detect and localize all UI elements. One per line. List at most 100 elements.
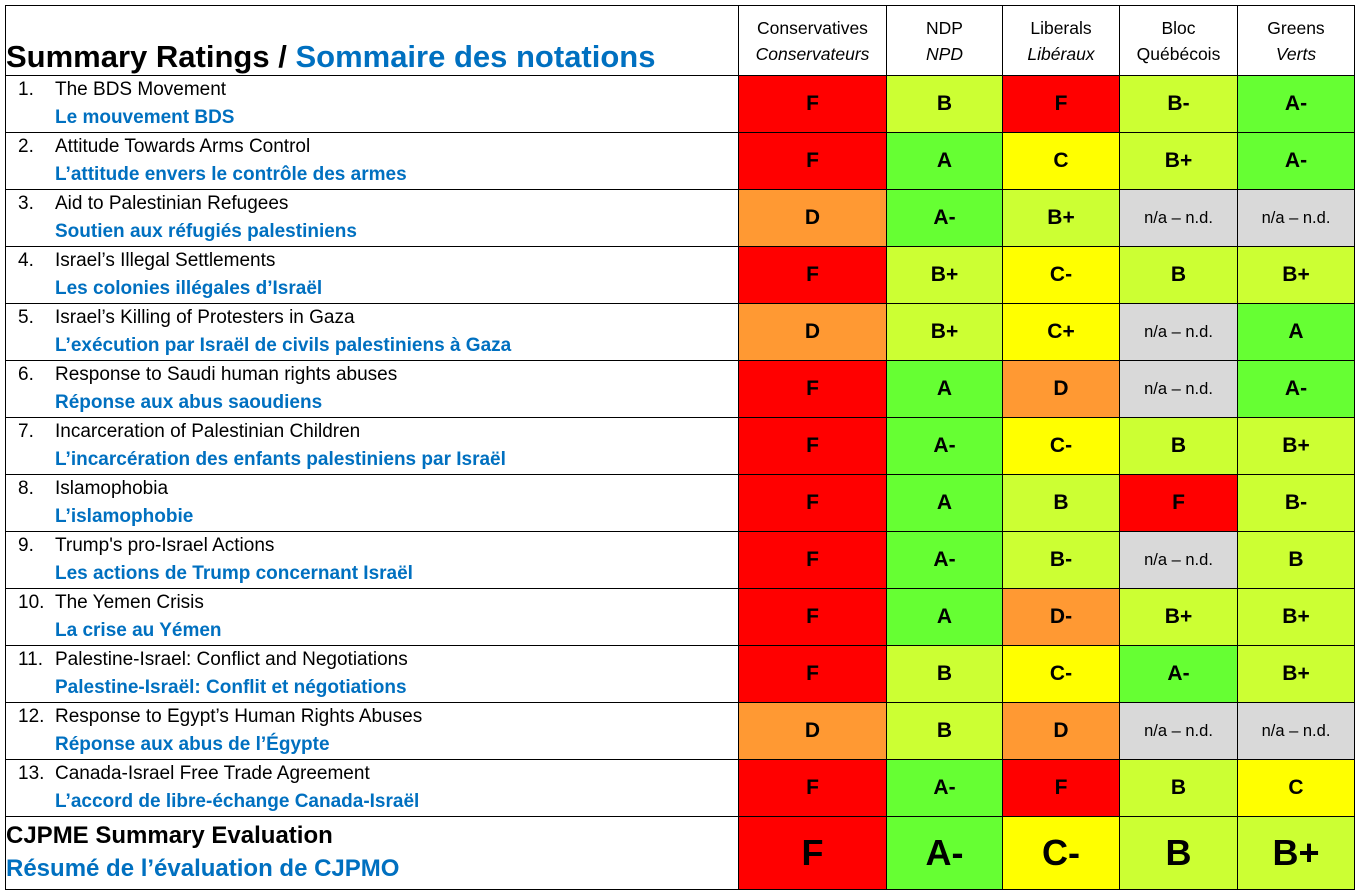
party-name-english: Conservatives bbox=[757, 17, 868, 38]
grade-cell-ndp: A- bbox=[886, 417, 1003, 475]
topic-number: 11. bbox=[18, 649, 44, 670]
summary-grade-conservatives: F bbox=[738, 816, 887, 890]
grade-cell-liberals: C- bbox=[1002, 645, 1120, 703]
topic-english: Canada-Israel Free Trade Agreement bbox=[55, 763, 370, 784]
party-name-french: Québécois bbox=[1136, 43, 1221, 64]
grade-cell-ndp: A- bbox=[886, 189, 1003, 247]
grade-cell-bloc: n/a – n.d. bbox=[1119, 360, 1238, 418]
topic-number: 3. bbox=[18, 193, 34, 214]
grade-cell-greens: B+ bbox=[1237, 246, 1355, 304]
topic-cell: 1. The BDS Movement Le mouvement BDS bbox=[5, 75, 739, 133]
grade-cell-ndp: A bbox=[886, 474, 1003, 532]
topic-english: Response to Egypt’s Human Rights Abuses bbox=[55, 706, 423, 727]
grade-cell-liberals: F bbox=[1002, 759, 1120, 817]
summary-grade-bloc: B bbox=[1119, 816, 1238, 890]
grade-cell-bloc: B bbox=[1119, 246, 1238, 304]
rating-row: 3. Aid to Palestinian Refugees Soutien aux… bbox=[5, 189, 1355, 247]
party-name-english: NDP bbox=[926, 17, 963, 38]
topic-cell: 9. Trump's pro-Israel Actions Les actions … bbox=[5, 531, 739, 589]
grade-cell-ndp: B bbox=[886, 75, 1003, 133]
topic-cell: 11. Palestine-Israel: Conflict and Negoti… bbox=[5, 645, 739, 703]
rating-row: 12. Response to Egypt’s Human Rights Abus… bbox=[5, 702, 1355, 760]
topic-number: 4. bbox=[18, 250, 34, 271]
grade-cell-ndp: B+ bbox=[886, 303, 1003, 361]
topic-cell: 7. Incarceration of Palestinian Children L… bbox=[5, 417, 739, 475]
grade-cell-greens: A- bbox=[1237, 75, 1355, 133]
topic-french: Soutien aux réfugiés palestiniens bbox=[55, 221, 357, 242]
topic-number: 6. bbox=[18, 364, 34, 385]
grade-cell-ndp: A bbox=[886, 588, 1003, 646]
party-name-french: Verts bbox=[1275, 43, 1317, 64]
topic-number: 8. bbox=[18, 478, 34, 499]
grade-cell-liberals: C- bbox=[1002, 246, 1120, 304]
grade-cell-bloc: n/a – n.d. bbox=[1119, 303, 1238, 361]
topic-french: L’islamophobie bbox=[55, 506, 194, 527]
rating-row: 6. Response to Saudi human rights abuses R… bbox=[5, 360, 1355, 418]
rating-row: 1. The BDS Movement Le mouvement BDS F B F B- A… bbox=[5, 75, 1355, 133]
topic-english: Israel’s Killing of Protesters in Gaza bbox=[55, 307, 355, 328]
table-title: Summary Ratings / Sommaire des notations bbox=[5, 5, 739, 76]
grade-cell-liberals: C- bbox=[1002, 417, 1120, 475]
summary-grade-greens: B+ bbox=[1237, 816, 1355, 890]
grade-cell-bloc: F bbox=[1119, 474, 1238, 532]
topic-cell: 8. Islamophobia L’islamophobie bbox=[5, 474, 739, 532]
rating-row: 5. Israel’s Killing of Protesters in Gaza… bbox=[5, 303, 1355, 361]
topic-french: Le mouvement BDS bbox=[55, 107, 235, 128]
grade-cell-ndp: A- bbox=[886, 759, 1003, 817]
topic-english: Attitude Towards Arms Control bbox=[55, 136, 311, 157]
grade-cell-liberals: F bbox=[1002, 75, 1120, 133]
topic-english: Israel’s Illegal Settlements bbox=[55, 250, 276, 271]
topic-french: La crise au Yémen bbox=[55, 620, 222, 641]
header-row: Summary Ratings / Sommaire des notations… bbox=[5, 5, 1355, 76]
topic-cell: 6. Response to Saudi human rights abuses R… bbox=[5, 360, 739, 418]
grade-cell-liberals: C+ bbox=[1002, 303, 1120, 361]
grade-cell-liberals: B bbox=[1002, 474, 1120, 532]
party-header-liberals: Liberals Libéraux bbox=[1002, 5, 1120, 76]
grade-cell-conservatives: D bbox=[738, 189, 887, 247]
grade-cell-bloc: B+ bbox=[1119, 588, 1238, 646]
grade-cell-conservatives: F bbox=[738, 360, 887, 418]
topic-cell: 4. Israel’s Illegal Settlements Les coloni… bbox=[5, 246, 739, 304]
grade-cell-ndp: B+ bbox=[886, 246, 1003, 304]
topic-cell: 12. Response to Egypt’s Human Rights Abus… bbox=[5, 702, 739, 760]
grade-cell-bloc: B bbox=[1119, 759, 1238, 817]
topic-french: L’incarcération des enfants palestiniens… bbox=[55, 449, 506, 470]
grade-cell-greens: A bbox=[1237, 303, 1355, 361]
party-name-french: NPD bbox=[926, 43, 963, 64]
grade-cell-conservatives: F bbox=[738, 645, 887, 703]
topic-cell: 13. Canada-Israel Free Trade Agreement L’a… bbox=[5, 759, 739, 817]
summary-grade-ndp: A- bbox=[886, 816, 1003, 890]
grade-cell-bloc: B- bbox=[1119, 75, 1238, 133]
grade-cell-ndp: A bbox=[886, 132, 1003, 190]
grade-cell-greens: B+ bbox=[1237, 417, 1355, 475]
grade-cell-ndp: A bbox=[886, 360, 1003, 418]
grade-cell-conservatives: F bbox=[738, 531, 887, 589]
topic-french: Réponse aux abus saoudiens bbox=[55, 392, 323, 413]
topic-number: 1. bbox=[18, 79, 34, 100]
summary-label-english: CJPME Summary Evaluation bbox=[6, 822, 333, 849]
rating-row: 10. The Yemen Crisis La crise au Yémen F A D-… bbox=[5, 588, 1355, 646]
ratings-body: 1. The BDS Movement Le mouvement BDS F B F B- A… bbox=[5, 75, 1355, 817]
grade-cell-conservatives: F bbox=[738, 417, 887, 475]
topic-number: 2. bbox=[18, 136, 34, 157]
party-name-french: Libéraux bbox=[1027, 43, 1095, 64]
topic-number: 10. bbox=[18, 592, 45, 613]
grade-cell-conservatives: F bbox=[738, 474, 887, 532]
grade-cell-liberals: D- bbox=[1002, 588, 1120, 646]
topic-number: 13. bbox=[18, 763, 45, 784]
rating-row: 11. Palestine-Israel: Conflict and Negoti… bbox=[5, 645, 1355, 703]
grade-cell-bloc: n/a – n.d. bbox=[1119, 531, 1238, 589]
grade-cell-liberals: D bbox=[1002, 360, 1120, 418]
party-name-english: Liberals bbox=[1030, 17, 1092, 38]
rating-row: 7. Incarceration of Palestinian Children L… bbox=[5, 417, 1355, 475]
topic-english: Incarceration of Palestinian Children bbox=[55, 421, 361, 442]
summary-label: CJPME Summary Evaluation Résumé de l’éva… bbox=[5, 816, 739, 890]
rating-row: 2. Attitude Towards Arms Control L’attitud… bbox=[5, 132, 1355, 190]
rating-row: 4. Israel’s Illegal Settlements Les coloni… bbox=[5, 246, 1355, 304]
grade-cell-ndp: B bbox=[886, 702, 1003, 760]
grade-cell-bloc: B+ bbox=[1119, 132, 1238, 190]
grade-cell-liberals: B+ bbox=[1002, 189, 1120, 247]
topic-french: Palestine-Israël: Conflit et négotiation… bbox=[55, 677, 407, 698]
topic-cell: 10. The Yemen Crisis La crise au Yémen bbox=[5, 588, 739, 646]
grade-cell-greens: A- bbox=[1237, 360, 1355, 418]
